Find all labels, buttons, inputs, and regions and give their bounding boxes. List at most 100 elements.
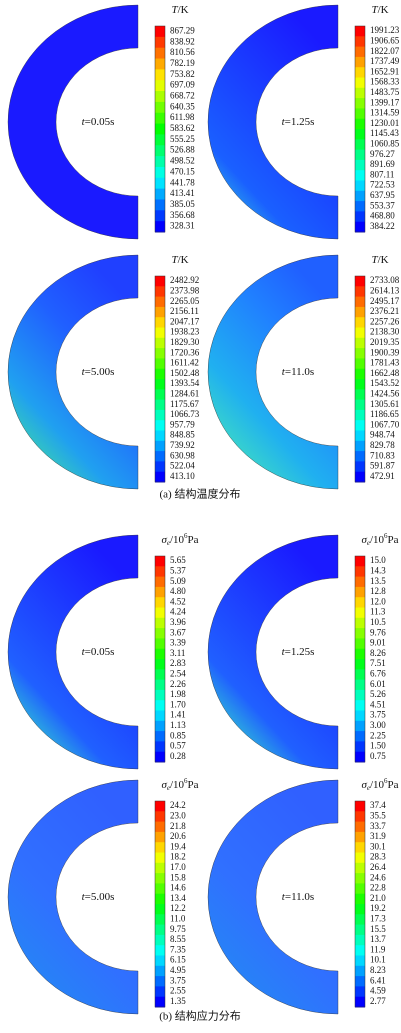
colorbar-label: 6.15 xyxy=(170,955,186,965)
panel: t=11.0sσe/106Pa37.435.533.731.930.128.32… xyxy=(207,777,399,1015)
colorbar-swatch xyxy=(155,914,165,926)
colorbar-label: 1720.36 xyxy=(170,347,200,357)
colorbar-swatch xyxy=(355,904,365,915)
colorbar-label: 1305.61 xyxy=(370,399,399,409)
colorbar-swatch xyxy=(355,317,365,328)
colorbar-swatch xyxy=(355,56,365,68)
colorbar-swatch xyxy=(355,689,365,701)
colorbar-frame xyxy=(154,555,166,763)
colorbar-label: 3.00 xyxy=(370,720,386,730)
colorbar-label: 1.35 xyxy=(170,996,186,1006)
colorbar-label: 12.2 xyxy=(170,903,186,913)
colorbar-swatch xyxy=(155,348,165,359)
colorbar-swatch xyxy=(155,556,165,567)
colorbar-label: 848.85 xyxy=(170,430,195,440)
colorbar-swatch xyxy=(155,123,165,135)
colorbar-label: 1502.48 xyxy=(170,368,200,378)
time-label: t=5.00s xyxy=(82,891,115,903)
colorbar-label: 9.01 xyxy=(370,638,386,648)
colorbar-swatch xyxy=(355,46,365,58)
colorbar-swatch xyxy=(155,69,165,81)
colorbar-label: 31.9 xyxy=(370,831,386,841)
colorbar-swatch xyxy=(355,731,365,742)
colorbar-swatch xyxy=(355,118,365,130)
colorbar-label: 555.25 xyxy=(170,134,195,144)
colorbar-swatch xyxy=(355,221,365,233)
colorbar-label: 28.3 xyxy=(370,852,386,862)
colorbar-label: 15.5 xyxy=(370,924,386,934)
colorbar-swatch xyxy=(155,47,165,60)
colorbar-swatch xyxy=(355,420,365,431)
colorbar-swatch xyxy=(155,296,165,308)
colorbar-label: 1060.85 xyxy=(370,139,400,149)
colorbar-label: 3.75 xyxy=(170,975,186,985)
legend-title: σe/106Pa xyxy=(161,777,198,792)
colorbar-swatch xyxy=(155,731,165,742)
colorbar-label: 1568.33 xyxy=(370,77,400,87)
colorbar-label: 21.8 xyxy=(170,821,186,831)
colorbar-swatch xyxy=(155,689,165,701)
colorbar-swatch xyxy=(355,638,365,650)
colorbar-swatch xyxy=(155,358,165,370)
colorbar-label: 14.6 xyxy=(170,883,186,893)
colorbar-swatch xyxy=(355,211,365,223)
colorbar-label: 13.7 xyxy=(370,934,386,944)
colorbar-label: 15.0 xyxy=(370,555,386,565)
colorbar-swatch xyxy=(155,965,165,977)
colorbar-swatch xyxy=(155,801,165,812)
colorbar-label: 1781.43 xyxy=(370,358,400,368)
panel: t=1.25s T/K 1991.231906.651822.071737.4916… xyxy=(207,4,400,240)
colorbar-label: 1483.75 xyxy=(370,87,400,97)
colorbar-swatch xyxy=(155,420,165,431)
colorbar-swatch xyxy=(155,751,165,763)
colorbar-label: 697.09 xyxy=(170,80,195,90)
colorbar-swatch xyxy=(355,337,365,349)
colorbar-label: 753.82 xyxy=(170,69,195,79)
colorbar-label: 18.2 xyxy=(170,852,186,862)
colorbar-label: 3.75 xyxy=(370,710,386,720)
colorbar-swatch xyxy=(155,873,165,884)
colorbar-label: 2614.13 xyxy=(370,286,400,296)
colorbar-swatch xyxy=(355,139,365,151)
colorbar-swatch xyxy=(355,934,365,946)
colorbar-swatch xyxy=(355,451,365,462)
colorbar-label: 413.41 xyxy=(170,188,195,198)
colorbar-swatch xyxy=(155,679,165,691)
colorbar-label: 17.0 xyxy=(170,862,186,872)
colorbar-swatch xyxy=(155,177,165,190)
colorbar-swatch xyxy=(355,67,365,78)
colorbar-label: 21.0 xyxy=(370,893,386,903)
colorbar-swatch xyxy=(155,199,165,211)
colorbar-label: 22.8 xyxy=(370,883,386,893)
time-label: t=11.0s xyxy=(282,366,314,378)
colorbar-label: 0.28 xyxy=(170,751,186,761)
colorbar-label: 384.22 xyxy=(370,221,395,231)
time-label: t=1.25s xyxy=(282,116,315,128)
legend-title: σe/106Pa xyxy=(361,532,398,547)
colorbar-swatch xyxy=(155,741,165,753)
colorbar-swatch xyxy=(355,36,365,48)
colorbar-swatch xyxy=(155,862,165,874)
colorbar-label: 24.6 xyxy=(370,872,386,882)
contour-ring xyxy=(207,4,339,240)
colorbar-swatch xyxy=(155,327,165,339)
colorbar-label: 2019.35 xyxy=(370,337,400,347)
colorbar-swatch xyxy=(155,306,165,318)
colorbar-label: 1652.91 xyxy=(370,66,399,76)
contour-ring xyxy=(207,254,339,490)
colorbar-label: 1900.39 xyxy=(370,347,400,357)
colorbar-label: 710.83 xyxy=(370,450,395,460)
colorbar-swatch xyxy=(355,586,365,598)
colorbar-swatch xyxy=(155,221,165,233)
colorbar-label: 4.80 xyxy=(170,586,186,596)
colorbar-swatch xyxy=(155,821,165,833)
colorbar-label: 19.2 xyxy=(370,903,386,913)
colorbar-label: 948.74 xyxy=(370,430,395,440)
colorbar-swatch xyxy=(355,26,365,37)
colorbar-swatch xyxy=(155,471,165,483)
colorbar-swatch xyxy=(355,129,365,140)
colorbar-frame xyxy=(354,800,366,1008)
colorbar-swatch xyxy=(155,112,165,125)
colorbar-swatch xyxy=(155,188,165,200)
colorbar-label: 498.52 xyxy=(170,156,195,166)
